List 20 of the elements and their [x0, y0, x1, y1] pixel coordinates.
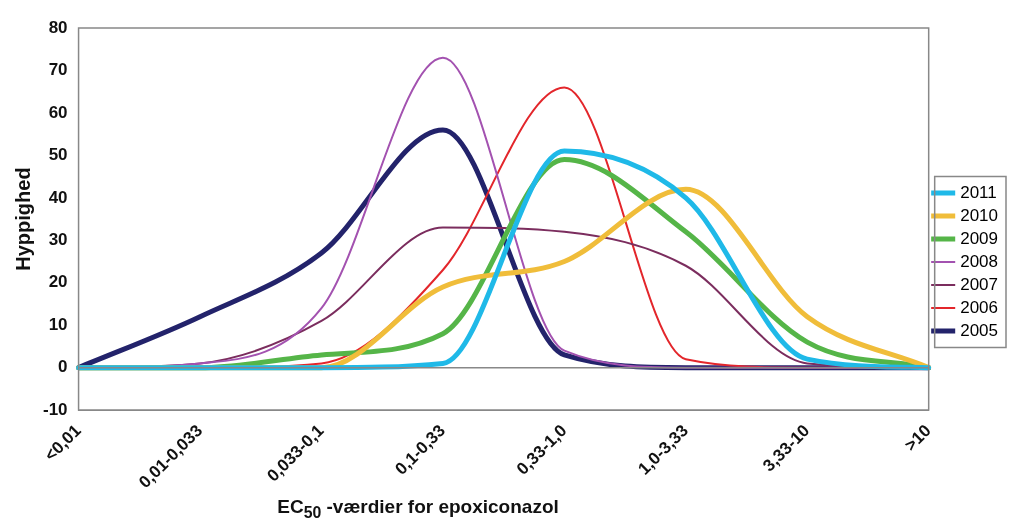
y-axis-title: Hyppighed	[11, 167, 34, 271]
y-tick-label: 0	[58, 357, 68, 377]
legend-label: 2011	[960, 182, 997, 202]
y-tick-label: 10	[48, 314, 68, 334]
y-tick-label: 80	[48, 17, 68, 37]
y-tick-label: 60	[48, 102, 68, 122]
legend-label: 2007	[960, 274, 999, 294]
y-tick-label: 30	[48, 229, 68, 249]
legend-label: 2005	[960, 320, 999, 340]
legend-label: 2006	[960, 297, 999, 317]
y-tick-label: -10	[42, 399, 68, 419]
y-tick-label: 20	[48, 272, 68, 292]
legend-label: 2009	[960, 228, 999, 248]
x-tick-label: >10	[900, 421, 935, 455]
y-tick-label: 50	[48, 145, 68, 165]
y-tick-label: 70	[48, 60, 68, 80]
y-tick-label: 40	[48, 187, 68, 207]
legend-label: 2008	[960, 251, 999, 271]
legend-label: 2010	[960, 205, 999, 225]
x-axis-title: EC$_{50}$ -værdier for epoxiconazol	[276, 496, 560, 522]
